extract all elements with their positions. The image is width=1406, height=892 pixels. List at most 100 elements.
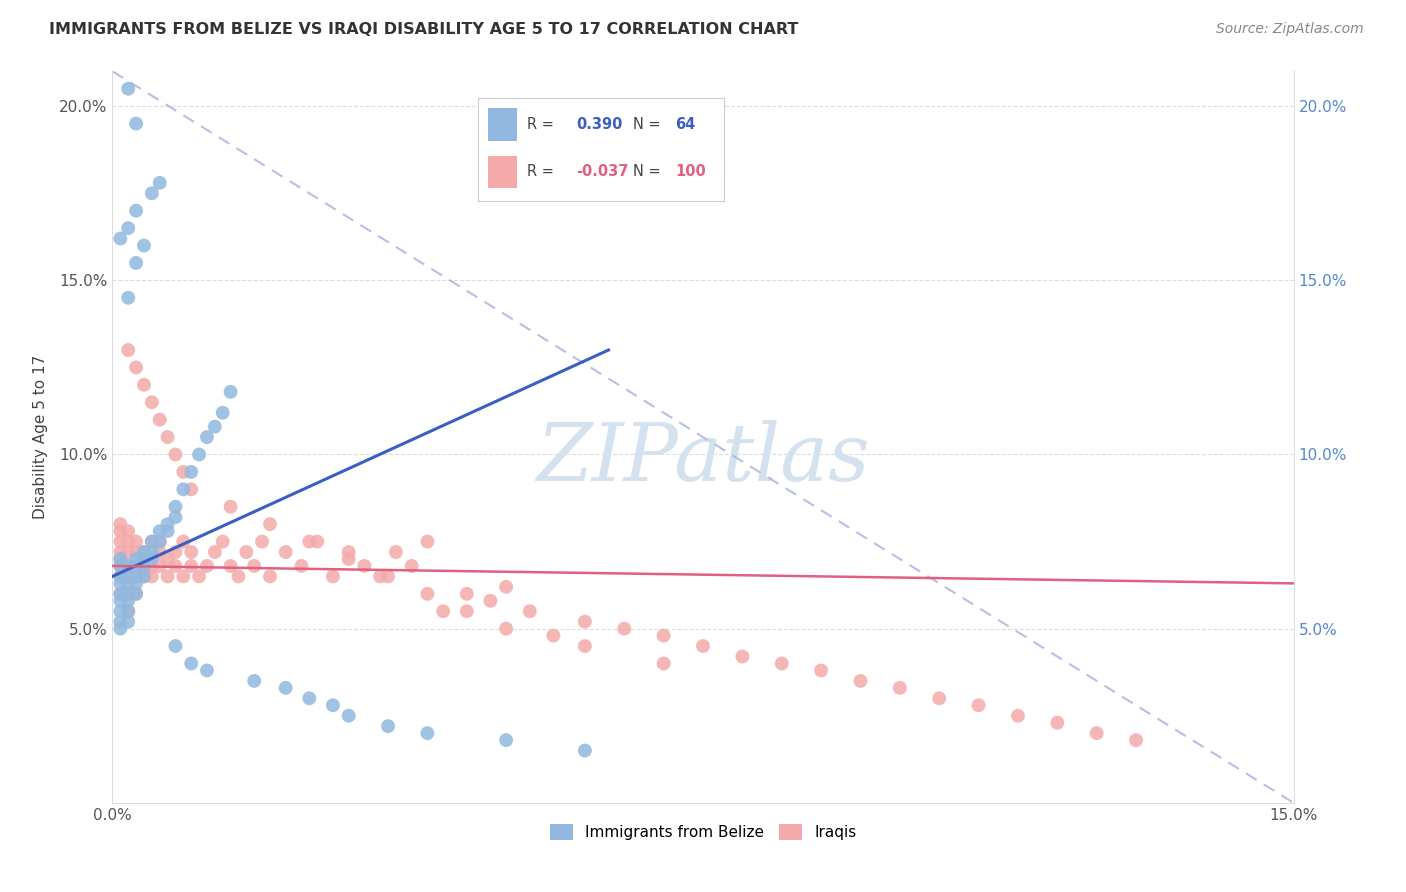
- Point: [235, 545, 257, 559]
- Point: [149, 176, 172, 190]
- Point: [117, 534, 139, 549]
- Point: [110, 552, 132, 566]
- Point: [117, 594, 139, 608]
- Point: [110, 558, 132, 573]
- Point: [770, 657, 793, 671]
- Point: [117, 576, 139, 591]
- Point: [1046, 715, 1069, 730]
- Point: [574, 639, 596, 653]
- Point: [172, 483, 194, 497]
- Point: [117, 615, 139, 629]
- Point: [337, 552, 360, 566]
- Point: [110, 552, 132, 566]
- Point: [849, 673, 872, 688]
- Point: [652, 629, 675, 643]
- Point: [495, 622, 517, 636]
- Point: [117, 524, 139, 538]
- Bar: [488, 108, 517, 141]
- Point: [385, 545, 408, 559]
- Point: [574, 743, 596, 757]
- Point: [110, 587, 132, 601]
- Text: 0.390: 0.390: [576, 117, 623, 132]
- Y-axis label: Disability Age 5 to 17: Disability Age 5 to 17: [34, 355, 48, 519]
- Point: [195, 664, 218, 678]
- Point: [149, 545, 172, 559]
- Point: [141, 395, 163, 409]
- Point: [125, 558, 148, 573]
- Text: Source: ZipAtlas.com: Source: ZipAtlas.com: [1216, 22, 1364, 37]
- Text: N =: N =: [633, 117, 661, 132]
- Point: [110, 569, 132, 583]
- Point: [180, 558, 202, 573]
- Point: [117, 587, 139, 601]
- Point: [456, 587, 478, 601]
- Point: [274, 681, 297, 695]
- Point: [110, 558, 132, 573]
- Point: [156, 517, 179, 532]
- Point: [1085, 726, 1108, 740]
- Point: [132, 545, 155, 559]
- Point: [337, 545, 360, 559]
- Point: [117, 604, 139, 618]
- Point: [353, 558, 375, 573]
- Point: [156, 524, 179, 538]
- Point: [110, 576, 132, 591]
- Point: [574, 615, 596, 629]
- Text: 100: 100: [675, 164, 706, 179]
- Point: [125, 360, 148, 375]
- Point: [401, 558, 423, 573]
- Point: [165, 639, 187, 653]
- Point: [298, 534, 321, 549]
- Point: [204, 419, 226, 434]
- Point: [219, 558, 242, 573]
- Text: IMMIGRANTS FROM BELIZE VS IRAQI DISABILITY AGE 5 TO 17 CORRELATION CHART: IMMIGRANTS FROM BELIZE VS IRAQI DISABILI…: [49, 22, 799, 37]
- Point: [141, 534, 163, 549]
- Point: [195, 558, 218, 573]
- Point: [141, 534, 163, 549]
- Point: [889, 681, 911, 695]
- Point: [1125, 733, 1147, 747]
- Text: R =: R =: [527, 117, 554, 132]
- Point: [125, 569, 148, 583]
- Point: [117, 82, 139, 96]
- Point: [125, 576, 148, 591]
- Point: [967, 698, 990, 713]
- Point: [132, 552, 155, 566]
- Point: [110, 615, 132, 629]
- Point: [132, 558, 155, 573]
- Bar: [488, 155, 517, 188]
- Point: [211, 406, 233, 420]
- Point: [141, 545, 163, 559]
- Point: [274, 545, 297, 559]
- Point: [110, 569, 132, 583]
- Point: [188, 448, 211, 462]
- Point: [228, 569, 250, 583]
- Point: [495, 733, 517, 747]
- Point: [132, 377, 155, 392]
- Point: [479, 594, 502, 608]
- Point: [117, 558, 139, 573]
- Point: [337, 708, 360, 723]
- Point: [149, 534, 172, 549]
- Point: [250, 534, 273, 549]
- Point: [928, 691, 950, 706]
- Point: [132, 552, 155, 566]
- Point: [322, 698, 344, 713]
- Point: [731, 649, 754, 664]
- Point: [149, 412, 172, 426]
- Point: [132, 238, 155, 252]
- Point: [125, 545, 148, 559]
- Point: [416, 587, 439, 601]
- Point: [543, 629, 565, 643]
- Point: [172, 465, 194, 479]
- Point: [110, 587, 132, 601]
- Point: [125, 117, 148, 131]
- Point: [149, 524, 172, 538]
- Point: [117, 343, 139, 357]
- Point: [110, 231, 132, 245]
- Point: [298, 691, 321, 706]
- Point: [117, 604, 139, 618]
- Point: [188, 569, 211, 583]
- Point: [172, 534, 194, 549]
- Point: [259, 569, 281, 583]
